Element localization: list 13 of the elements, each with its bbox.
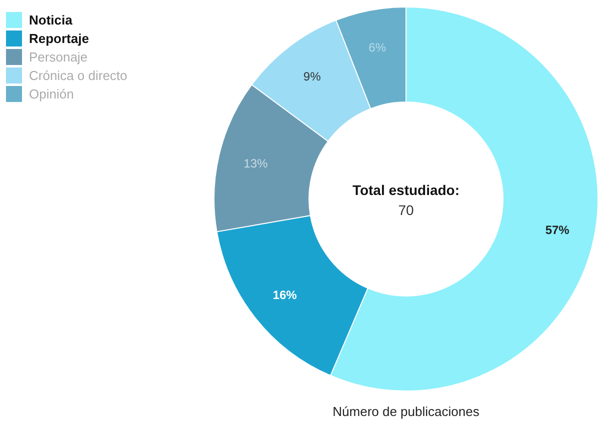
data-label: 13%	[244, 156, 268, 170]
data-label: 57%	[545, 223, 570, 238]
legend-label: Noticia	[29, 12, 74, 28]
text: 70	[398, 202, 414, 218]
legend-label: Crónica o directo	[29, 68, 128, 83]
data-label: 16%	[272, 288, 298, 302]
text: Total estudiado:	[352, 182, 460, 198]
legend-label: Personaje	[29, 50, 88, 64]
data-label: 6%	[368, 40, 386, 54]
data-label: 9%	[303, 70, 322, 84]
legend-label: Opinión	[29, 86, 74, 102]
text: Número de publicaciones	[332, 404, 480, 419]
legend-label: Reportaje	[29, 31, 89, 46]
